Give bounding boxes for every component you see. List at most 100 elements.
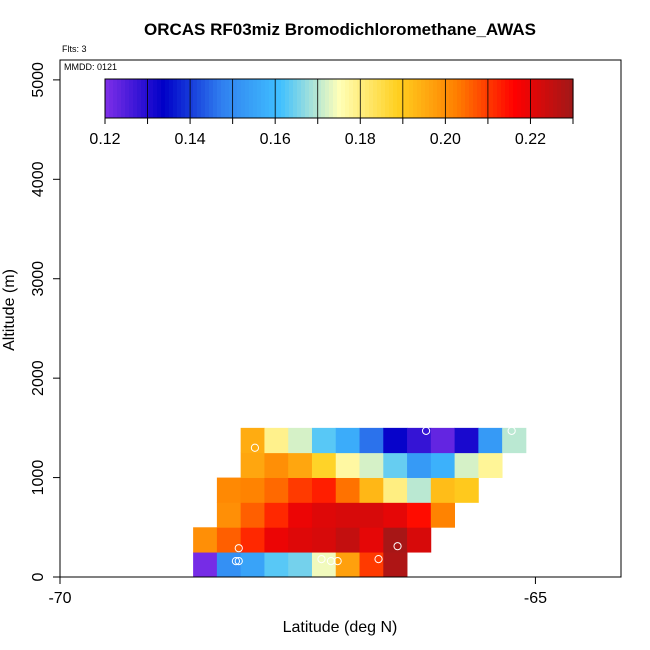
heatmap-cell [311,477,337,503]
colorbar-band [449,79,454,118]
colorbar-band [397,79,402,118]
colorbar-band [277,79,282,118]
sample-point [333,556,342,566]
colorbar-band [325,79,330,118]
colorbar-band [545,79,550,118]
colorbar-band [457,79,462,118]
colorbar-band [253,79,258,118]
colorbar-band [173,79,178,118]
colorbar-band [237,79,242,118]
sample-point [250,443,260,452]
colorbar-band [561,79,566,118]
plot-frame [59,59,622,578]
colorbar-band [289,79,294,118]
colorbar-tick-label: 0.14 [175,131,206,148]
y-tick-label: 4000 [30,161,47,197]
colorbar-band [345,79,350,118]
colorbar-band [525,79,530,118]
colorbar-band [181,79,186,118]
y-tick-label: 5000 [30,62,47,98]
colorbar-band [149,79,154,118]
colorbar-band [521,79,526,118]
colorbar-band [225,79,230,118]
heatmap-cell [407,527,432,553]
heatmap-cell [383,452,408,478]
heatmap-cell [359,452,384,478]
x-axis-label: Latitude (deg N) [283,619,398,636]
heatmap-cell [359,502,384,528]
colorbar-band [205,79,210,118]
sample-point [421,426,431,435]
colorbar-frame [104,78,574,119]
heatmap-cell [383,502,408,528]
colorbar-band [509,79,514,118]
colorbar-gradient [105,79,574,118]
x-tick-label: -70 [48,590,71,607]
colorbar-band [557,79,562,118]
colorbar-tick-label: 0.12 [89,131,120,148]
colorbar-band [385,79,390,118]
colorbar-band [469,79,474,118]
heatmap-cell [407,452,432,478]
colorbar-band [141,79,146,118]
colorbar-band [453,79,458,118]
heatmap-cell [335,527,360,553]
sample-points [231,426,516,566]
y-tick-label: 2000 [30,360,47,396]
colorbar-band [341,79,346,118]
colorbar-band [217,79,222,118]
heatmap-cell [383,527,408,553]
colorbar-tick-label: 0.20 [430,131,461,148]
colorbar-band [389,79,394,118]
heatmap-cell [359,552,384,578]
colorbar-band [373,79,378,118]
heatmap-cell [240,527,265,553]
colorbar-dividers [147,79,531,118]
colorbar-band [109,79,114,118]
chart-title: ORCAS RF03miz Bromodichloromethane_AWAS [144,20,536,39]
colorbar-band [489,79,494,118]
heatmap-cell [288,502,313,528]
sample-point [374,555,383,564]
sample-point [507,426,516,435]
colorbar-band [429,79,434,118]
colorbar-band [321,79,326,118]
heatmap-cell [264,427,289,454]
heatmap-cell [335,477,360,503]
colorbar-band [193,79,198,118]
colorbar-band [413,79,418,118]
colorbar-band [493,79,498,118]
colorbar-band [405,79,410,118]
colorbar-band [309,79,314,118]
colorbar-band [153,79,158,118]
colorbar-ticks: 0.12 0.14 0.16 0.18 0.20 0.22 [89,118,574,148]
colorbar-band [337,79,342,118]
x-axis: -70 -65 [48,577,547,607]
heatmap-cell [311,502,337,528]
colorbar-band [529,79,534,118]
colorbar-band [317,79,322,118]
flights-note: Flts: 3 [62,44,87,54]
colorbar-band [417,79,422,118]
colorbar-band [297,79,302,118]
colorbar-band [249,79,254,118]
colorbar-band [285,79,290,118]
heatmap-cell [335,452,360,478]
heatmap-cell [288,427,313,454]
colorbar-band [125,79,130,118]
sample-point [393,542,402,551]
heatmap-cell [240,502,265,528]
heatmap-cell [335,427,360,454]
heatmap-cell [502,427,527,454]
heatmap-cell [288,527,313,553]
colorbar-band [157,79,162,118]
colorbar-band [293,79,298,118]
heatmap-cell [240,452,265,478]
colorbar-band [177,79,182,118]
colorbar-band [541,79,546,118]
colorbar-band [169,79,174,118]
colorbar-band [433,79,438,118]
colorbar-band [513,79,518,118]
heatmap-cell [383,552,408,578]
colorbar-band [437,79,442,118]
